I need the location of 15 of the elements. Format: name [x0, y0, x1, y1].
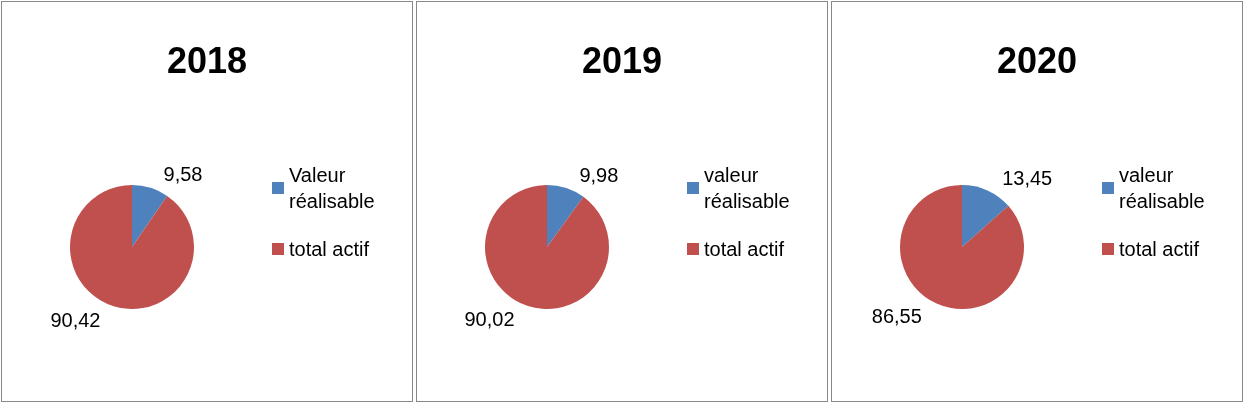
- legend-label: Valeur réalisable: [289, 164, 375, 212]
- data-label: 90,42: [50, 308, 101, 331]
- data-label: 90,02: [464, 308, 515, 331]
- legend-label: total actif: [289, 238, 370, 260]
- data-label: 9,58: [163, 163, 203, 186]
- legend-label: total actif: [704, 238, 785, 260]
- data-label: 86,55: [871, 305, 922, 328]
- chart-title: 2018: [166, 39, 248, 81]
- legend-label: total actif: [1119, 238, 1200, 260]
- legend-label: valeur réalisable: [1119, 164, 1205, 212]
- legend-label: valeur réalisable: [704, 164, 790, 212]
- chart-title: 2020: [996, 39, 1078, 81]
- data-label: 13,45: [1002, 166, 1053, 189]
- data-label: 9,98: [579, 163, 619, 186]
- chart-title: 2019: [581, 39, 663, 81]
